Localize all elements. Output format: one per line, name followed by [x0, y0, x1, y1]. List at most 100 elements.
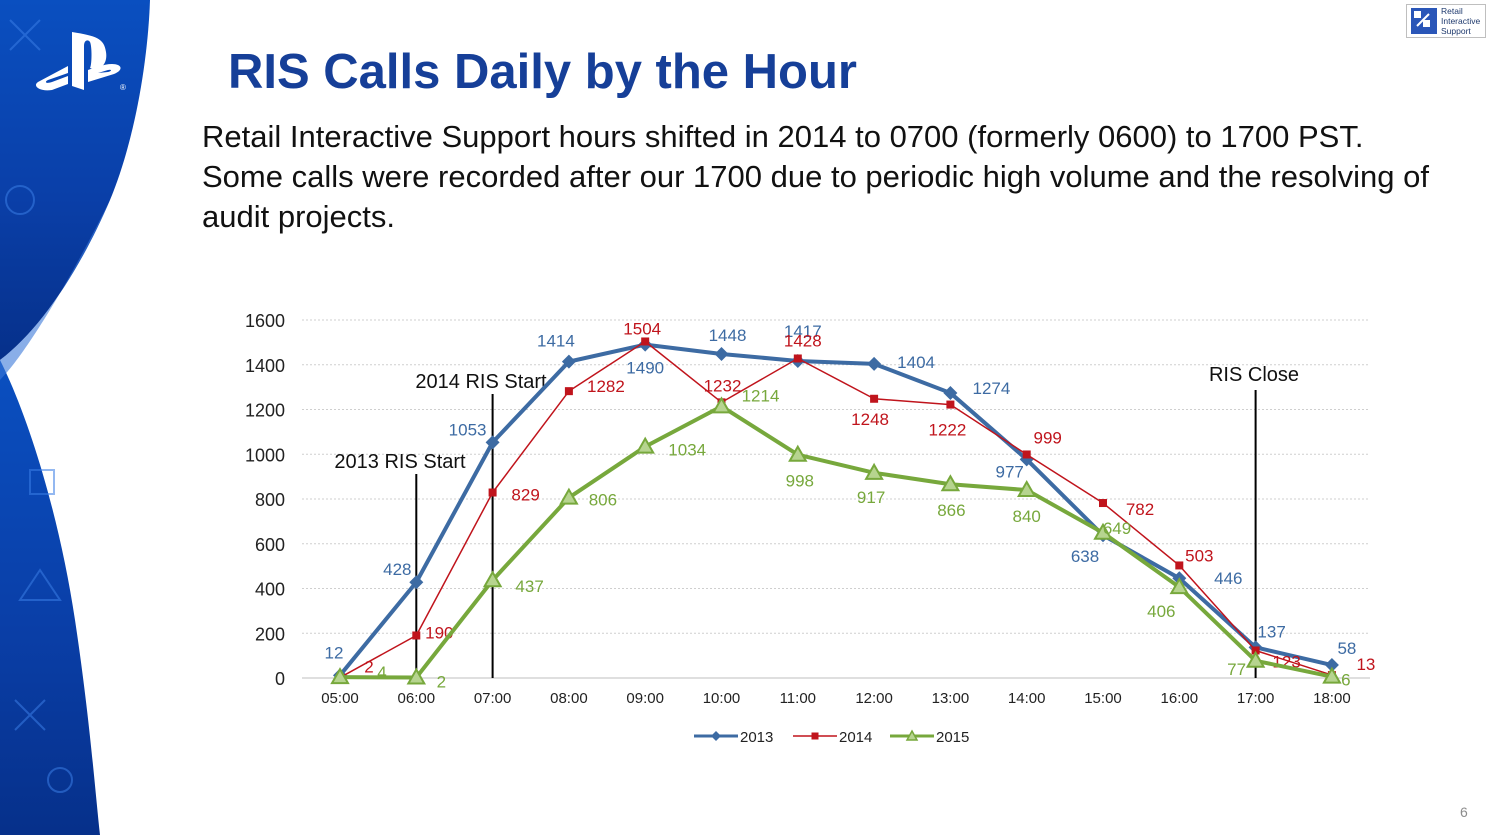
y-tick-label: 0 — [275, 669, 285, 689]
marker-2014-point — [641, 337, 650, 346]
marker-2015-point — [1169, 577, 1190, 595]
marker-2013-point — [485, 435, 500, 450]
x-tick-label: 14:00 — [1008, 690, 1046, 707]
marker-2014-point — [870, 394, 879, 403]
marker-2015-point — [940, 474, 961, 492]
data-label-2015: 649 — [1103, 519, 1131, 538]
data-label-2014: 782 — [1126, 500, 1154, 519]
series-line-2014 — [339, 340, 1333, 679]
svg-text:®: ® — [120, 83, 126, 92]
data-label-2014: 829 — [511, 486, 539, 505]
data-label-2013: 1053 — [449, 420, 487, 439]
marker-2015-point — [330, 667, 350, 685]
marker-2013-point — [409, 575, 424, 590]
data-label-2015: 840 — [1013, 507, 1041, 526]
data-label-2013: 1404 — [897, 353, 935, 372]
marker-2014-point — [412, 631, 421, 640]
data-label-2015: 4 — [377, 663, 386, 682]
data-label-2013: 638 — [1071, 547, 1099, 566]
x-tick-label: 05:00 — [321, 690, 359, 707]
marker-2015-point — [1016, 480, 1037, 498]
data-label-2013: 977 — [996, 462, 1024, 481]
data-label-2013: 1448 — [709, 326, 747, 345]
marker-2014-point — [793, 354, 802, 363]
series-line-2013 — [338, 342, 1333, 677]
data-label-2015: 998 — [786, 472, 814, 491]
y-tick-label: 1400 — [245, 356, 285, 376]
annotation-label: 2013 RIS Start — [334, 451, 466, 473]
y-tick-label: 1600 — [245, 311, 285, 331]
data-label-2014: 2 — [364, 658, 373, 677]
marker-2014-point — [946, 400, 955, 409]
marker-2015-point — [635, 436, 655, 454]
ris-logo-text: Retail Interactive Support — [1441, 6, 1480, 36]
data-label-2013: 12 — [325, 643, 344, 662]
y-tick-label: 200 — [255, 624, 285, 644]
x-tick-label: 09:00 — [626, 690, 664, 707]
x-tick-label: 16:00 — [1161, 690, 1199, 707]
legend-marker-2015 — [905, 729, 919, 741]
data-label-2014: 13 — [1356, 655, 1375, 674]
logo-line-2: Interactive — [1441, 16, 1481, 26]
annotation-label: 2014 RIS Start — [415, 371, 547, 393]
legend-label-2014: 2014 — [839, 729, 872, 746]
legend-marker-2013 — [711, 731, 721, 741]
marker-2013-point — [561, 354, 576, 369]
playstation-logo-icon: ® — [35, 32, 126, 92]
annotation-label: RIS Close — [1209, 364, 1299, 386]
slide-description: Retail Interactive Support hours shifted… — [202, 119, 1429, 234]
y-tick-label: 1000 — [245, 445, 285, 465]
data-label-2015: 406 — [1147, 602, 1175, 621]
x-tick-label: 12:00 — [855, 690, 893, 707]
logo-line-3: Support — [1441, 26, 1471, 36]
marker-2014-point — [488, 488, 497, 497]
marker-2013-point — [1324, 658, 1339, 673]
data-label-2015: 1214 — [742, 386, 780, 405]
data-label-2014: 1222 — [928, 421, 966, 440]
data-label-2013: 428 — [383, 560, 411, 579]
data-label-2014: 1282 — [587, 377, 625, 396]
series-line-2015 — [339, 404, 1333, 680]
ris-logo-icon — [1411, 8, 1437, 34]
data-label-2013: 1490 — [626, 359, 664, 378]
x-tick-label: 15:00 — [1084, 690, 1122, 707]
marker-2013-point — [867, 356, 882, 371]
marker-2013-point — [714, 347, 729, 362]
y-tick-label: 800 — [255, 490, 285, 510]
x-tick-label: 10:00 — [703, 690, 741, 707]
x-tick-label: 18:00 — [1313, 690, 1351, 707]
data-label-2015: 917 — [857, 488, 885, 507]
data-label-2015: 6 — [1341, 671, 1350, 690]
data-label-2013: 1414 — [537, 332, 575, 351]
data-label-2013: 1417 — [784, 322, 822, 341]
data-label-2015: 2 — [437, 673, 446, 692]
data-label-2013: 1274 — [972, 379, 1010, 398]
y-tick-label: 600 — [255, 535, 285, 555]
data-label-2014: 1248 — [851, 410, 889, 429]
data-label-2014: 503 — [1185, 546, 1213, 565]
marker-2014-point — [564, 387, 573, 396]
legend-marker-2014 — [811, 732, 819, 740]
legend-label-2015: 2015 — [936, 729, 969, 746]
marker-2015-point — [1245, 650, 1266, 668]
x-tick-label: 08:00 — [550, 690, 588, 707]
marker-2015-point — [406, 667, 427, 685]
marker-2015-point — [1322, 666, 1342, 684]
data-label-2013: 137 — [1257, 622, 1285, 641]
legend-label-2013: 2013 — [740, 729, 773, 746]
data-label-2015: 866 — [937, 501, 965, 520]
marker-2015-point — [1093, 522, 1113, 540]
data-label-2014: 1232 — [704, 376, 742, 395]
x-tick-label: 11:00 — [780, 690, 816, 707]
marker-2013-point — [943, 385, 958, 400]
marker-2014-point — [1022, 450, 1031, 459]
data-label-2015: 437 — [515, 577, 543, 596]
data-label-2015: 77 — [1227, 660, 1246, 679]
y-tick-label: 400 — [255, 580, 285, 600]
data-label-2014: 999 — [1034, 428, 1062, 447]
data-label-2014: 1428 — [784, 331, 822, 350]
x-tick-label: 07:00 — [474, 690, 512, 707]
